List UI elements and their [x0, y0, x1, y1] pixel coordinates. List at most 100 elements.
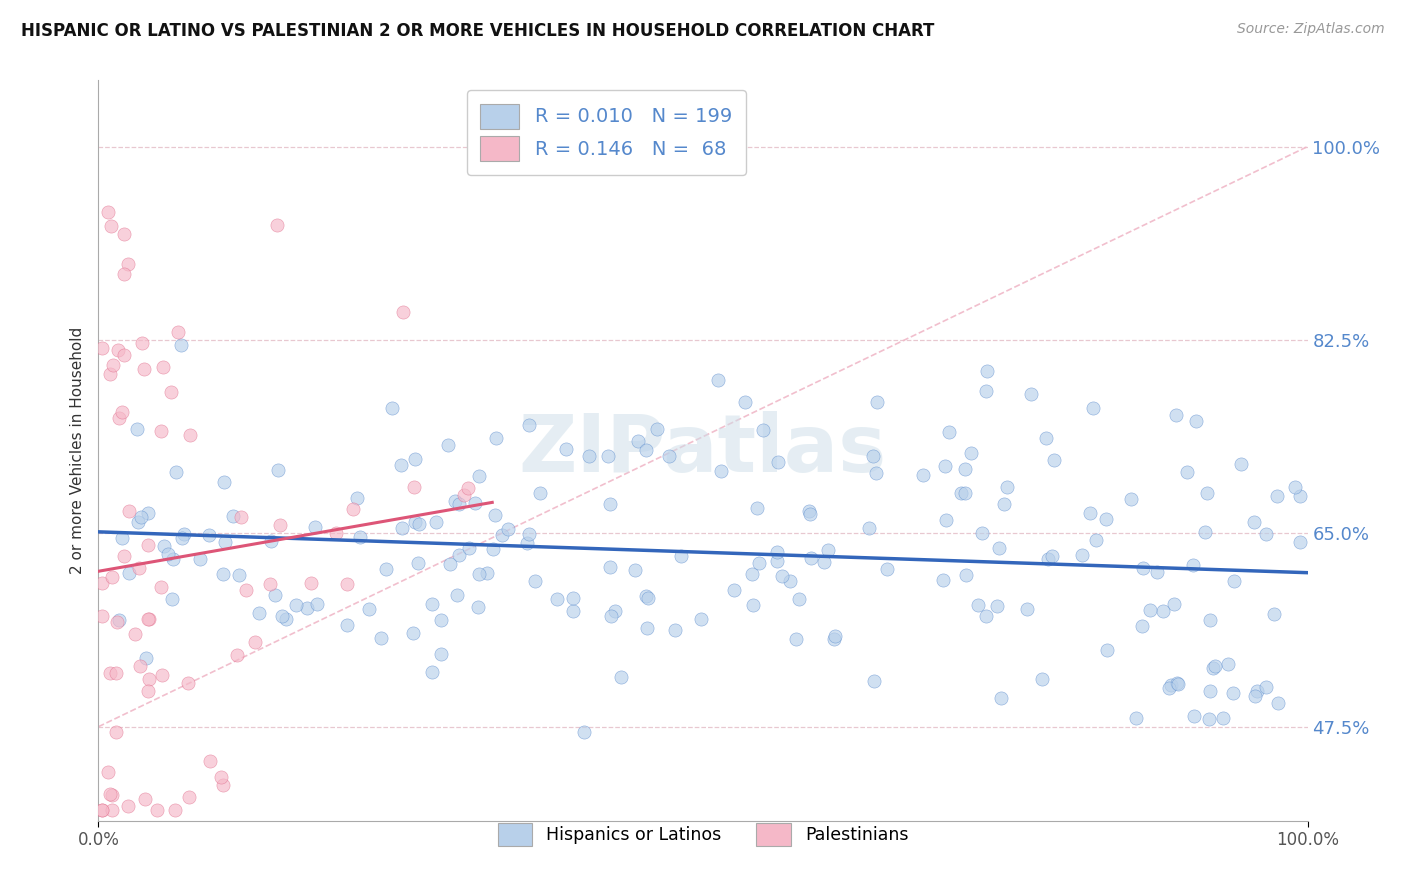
Point: [1254, 526, 1277, 541]
Point: [132, 361, 155, 376]
Point: [336, 577, 359, 591]
Point: [402, 480, 425, 494]
Point: [436, 438, 458, 452]
Point: [1031, 672, 1053, 686]
Point: [114, 227, 136, 242]
Point: [624, 563, 647, 577]
Point: [170, 338, 193, 352]
Point: [974, 384, 997, 398]
Point: [152, 539, 174, 553]
Point: [912, 467, 935, 482]
Point: [1244, 690, 1267, 704]
Point: [228, 567, 250, 582]
Point: [1132, 561, 1154, 575]
Point: [222, 509, 245, 524]
Point: [529, 486, 551, 500]
Text: Source: ZipAtlas.com: Source: ZipAtlas.com: [1237, 22, 1385, 37]
Point: [491, 528, 513, 542]
Point: [179, 427, 201, 442]
Point: [517, 418, 540, 433]
Point: [439, 557, 461, 571]
Point: [800, 551, 823, 566]
Point: [976, 364, 998, 378]
Point: [955, 462, 977, 476]
Point: [108, 411, 131, 425]
Point: [707, 373, 730, 387]
Point: [482, 542, 505, 557]
Point: [475, 566, 498, 581]
Point: [516, 536, 538, 550]
Point: [98, 787, 121, 801]
Point: [235, 583, 257, 598]
Point: [1229, 458, 1251, 472]
Point: [658, 449, 681, 463]
Point: [453, 488, 475, 502]
Point: [1152, 604, 1174, 618]
Point: [485, 431, 508, 445]
Point: [188, 552, 211, 566]
Point: [111, 531, 134, 545]
Text: HISPANIC OR LATINO VS PALESTINIAN 2 OR MORE VEHICLES IN HOUSEHOLD CORRELATION CH: HISPANIC OR LATINO VS PALESTINIAN 2 OR M…: [21, 22, 935, 40]
Point: [266, 218, 288, 232]
Point: [932, 573, 955, 587]
Point: [128, 561, 150, 575]
Point: [637, 591, 659, 606]
Point: [325, 526, 347, 541]
Point: [160, 384, 183, 399]
Point: [1163, 598, 1185, 612]
Point: [710, 464, 733, 478]
Point: [162, 551, 184, 566]
Point: [91, 576, 114, 591]
Point: [305, 597, 328, 611]
Point: [104, 666, 127, 681]
Point: [817, 542, 839, 557]
Point: [1198, 712, 1220, 726]
Point: [165, 465, 187, 479]
Point: [823, 632, 845, 647]
Point: [91, 803, 114, 817]
Point: [107, 343, 129, 357]
Point: [425, 515, 447, 529]
Point: [336, 618, 359, 632]
Point: [610, 670, 633, 684]
Point: [766, 455, 789, 469]
Point: [467, 599, 489, 614]
Point: [150, 668, 173, 682]
Point: [1157, 681, 1180, 695]
Point: [634, 589, 657, 603]
Point: [420, 597, 443, 611]
Point: [165, 803, 187, 817]
Point: [212, 475, 235, 490]
Point: [112, 267, 135, 281]
Point: [1181, 558, 1204, 573]
Point: [173, 526, 195, 541]
Text: ZIPatlas: ZIPatlas: [519, 411, 887, 490]
Point: [160, 592, 183, 607]
Point: [98, 666, 121, 681]
Point: [112, 348, 135, 362]
Point: [1204, 659, 1226, 673]
Point: [97, 765, 120, 780]
Point: [131, 335, 153, 350]
Point: [1017, 601, 1039, 615]
Point: [751, 423, 773, 437]
Point: [741, 566, 763, 581]
Point: [149, 424, 172, 438]
Point: [91, 803, 114, 817]
Point: [862, 673, 884, 688]
Point: [1284, 480, 1306, 494]
Point: [304, 520, 326, 534]
Point: [972, 525, 994, 540]
Point: [1246, 683, 1268, 698]
Point: [111, 405, 134, 419]
Point: [91, 608, 114, 623]
Point: [953, 485, 976, 500]
Point: [865, 466, 887, 480]
Point: [342, 502, 364, 516]
Point: [990, 690, 1012, 705]
Point: [446, 588, 468, 602]
Point: [98, 368, 121, 382]
Point: [357, 602, 380, 616]
Point: [270, 608, 292, 623]
Point: [447, 549, 470, 563]
